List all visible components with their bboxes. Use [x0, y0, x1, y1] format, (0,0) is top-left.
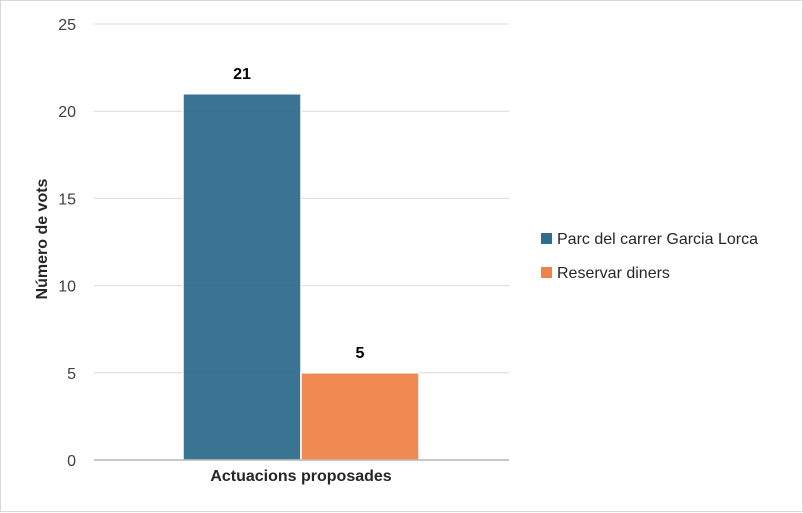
y-axis-ticks: 0 5 10 15 20 25 [58, 17, 76, 470]
legend-swatch [541, 267, 552, 278]
bar-parc-garcia-lorca [182, 93, 302, 461]
y-tick-label: 15 [58, 191, 76, 208]
legend: Parc del carrer Garcia Lorca Reservar din… [541, 231, 758, 282]
data-labels: 21 5 [233, 66, 364, 362]
y-tick-label: 0 [67, 453, 76, 470]
bars [182, 93, 420, 461]
y-axis-title: Número de vots [34, 178, 51, 299]
x-axis-title: Actuacions proposades [210, 468, 391, 485]
legend-label: Reservar diners [557, 265, 670, 282]
legend-swatch [541, 233, 552, 244]
y-tick-label: 5 [67, 366, 76, 383]
y-tick-label: 20 [58, 104, 76, 121]
legend-label: Parc del carrer Garcia Lorca [557, 231, 758, 248]
data-label: 5 [356, 345, 365, 362]
data-label: 21 [233, 66, 251, 83]
y-tick-label: 25 [58, 17, 76, 34]
bar-reservar-diners [300, 372, 420, 461]
y-tick-label: 10 [58, 279, 76, 296]
